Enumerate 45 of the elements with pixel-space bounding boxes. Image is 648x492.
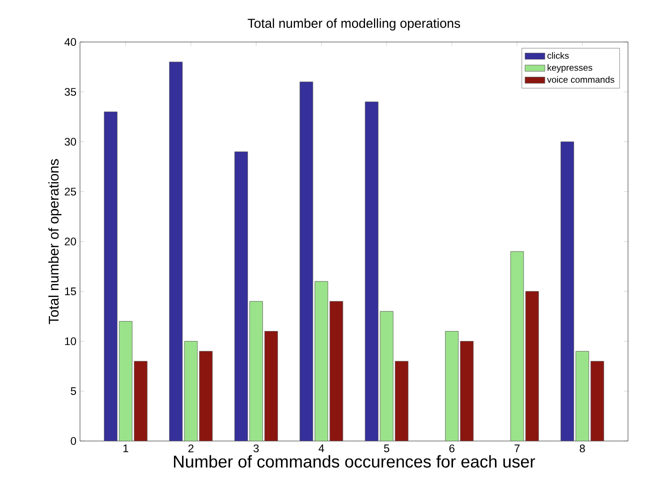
bar [364, 102, 378, 441]
bar [134, 361, 148, 441]
bar [380, 311, 394, 441]
bar [249, 301, 263, 441]
x-axis-title: Number of commands occurences for each user [174, 455, 536, 468]
x-tick-label: 6 [449, 444, 454, 452]
bar [510, 251, 524, 441]
bar [576, 351, 590, 441]
x-tick-label: 2 [188, 444, 194, 452]
bar [184, 341, 198, 441]
bar [460, 341, 474, 441]
bar [394, 361, 408, 441]
y-tick-label: 10 [65, 337, 76, 346]
x-tick-label: 4 [318, 444, 324, 452]
bar [590, 361, 604, 441]
bar [169, 62, 183, 441]
y-tick-label: 20 [64, 238, 76, 246]
bar [300, 82, 314, 441]
y-tick-label: 0 [70, 437, 76, 445]
legend-label: keypresses [548, 64, 592, 73]
x-tick-label: 1 [123, 444, 128, 452]
y-tick-label: 40 [64, 38, 76, 46]
x-tick-label: 8 [580, 444, 585, 452]
y-tick-label: 35 [64, 88, 76, 96]
x-tick-label: 5 [384, 444, 390, 452]
y-axis-title: Total number of operations [48, 159, 62, 324]
y-tick-label: 15 [65, 288, 76, 296]
chart-title: Total number of modelling operations [248, 18, 460, 31]
bar [445, 331, 459, 441]
y-tick-label: 30 [64, 138, 76, 146]
bar [199, 351, 213, 441]
y-tick-label: 25 [64, 188, 76, 196]
legend-label: voice commands [547, 76, 614, 83]
bar [118, 321, 132, 441]
bar [264, 331, 278, 441]
bar [560, 142, 574, 441]
y-tick-label: 5 [70, 387, 76, 395]
bar [330, 301, 344, 441]
bar [525, 291, 539, 441]
bar [234, 152, 248, 441]
bar [104, 112, 118, 441]
bar [314, 281, 328, 441]
x-tick-label: 3 [254, 444, 259, 452]
legend-label: clicks [547, 52, 569, 59]
x-tick-label: 7 [514, 444, 520, 452]
